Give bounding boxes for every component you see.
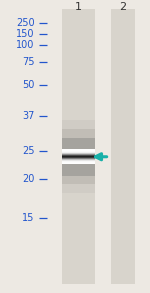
Text: 75: 75 <box>22 57 34 67</box>
Bar <box>61 158 94 159</box>
Text: 1: 1 <box>75 2 81 12</box>
Bar <box>61 159 94 160</box>
Bar <box>61 154 94 155</box>
Text: 25: 25 <box>22 146 34 156</box>
Bar <box>61 150 94 151</box>
Bar <box>61 156 94 157</box>
Bar <box>61 149 94 150</box>
Bar <box>61 157 94 158</box>
Bar <box>61 158 94 159</box>
Bar <box>61 129 94 184</box>
Bar <box>61 159 94 160</box>
Bar <box>61 155 94 156</box>
Bar <box>61 160 94 161</box>
Text: 2: 2 <box>119 2 127 12</box>
FancyArrowPatch shape <box>95 154 107 160</box>
Bar <box>61 152 94 153</box>
Bar <box>61 160 94 161</box>
Bar <box>61 155 94 156</box>
Bar <box>61 150 94 151</box>
Bar <box>61 159 94 160</box>
Bar <box>61 158 94 159</box>
Bar <box>61 162 94 163</box>
Bar <box>61 153 94 154</box>
Bar <box>61 151 94 152</box>
Bar <box>61 152 94 153</box>
Bar <box>61 152 94 153</box>
Bar <box>61 9 94 284</box>
Text: 50: 50 <box>22 80 34 90</box>
Bar <box>61 138 94 176</box>
Bar <box>61 151 94 152</box>
Bar <box>61 153 94 154</box>
Bar <box>111 9 135 284</box>
Text: 250: 250 <box>16 18 34 28</box>
Bar <box>61 157 94 158</box>
Bar <box>61 120 94 193</box>
Text: 150: 150 <box>16 29 34 39</box>
Bar <box>61 161 94 162</box>
Bar <box>61 154 94 155</box>
Text: 100: 100 <box>16 40 34 50</box>
Bar <box>61 163 94 164</box>
Bar <box>61 156 94 157</box>
Bar <box>61 162 94 163</box>
Text: 37: 37 <box>22 111 34 121</box>
Text: 15: 15 <box>22 213 34 223</box>
Bar <box>61 161 94 162</box>
Text: 20: 20 <box>22 174 34 184</box>
